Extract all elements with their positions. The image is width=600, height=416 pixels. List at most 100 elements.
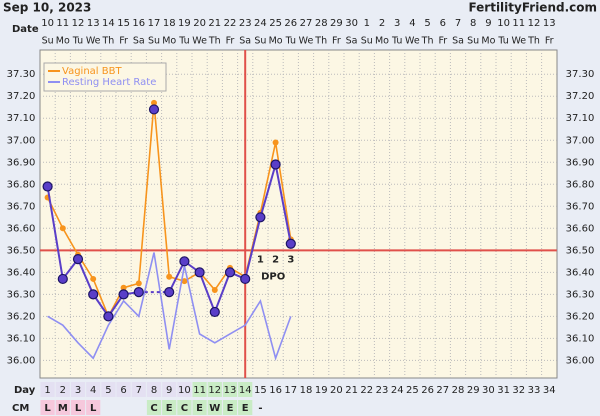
- y-tick-label-right: 37.10: [566, 113, 595, 124]
- day-label: 7: [136, 385, 142, 396]
- plot-area: [39, 49, 558, 379]
- data-point: [164, 287, 175, 298]
- y-tick-label: 36.60: [7, 223, 36, 234]
- day-cell: [207, 382, 222, 397]
- day-cell: [222, 382, 238, 397]
- data-point: [135, 280, 142, 287]
- day-cell: [177, 382, 192, 397]
- y-tick-label: 36.20: [7, 311, 36, 322]
- dpo-label: DPO: [261, 271, 285, 282]
- day-label: 22: [360, 385, 373, 396]
- cm-cell: [192, 400, 207, 415]
- day-label: 24: [391, 385, 404, 396]
- y-tick-label-right: 36.20: [566, 311, 595, 322]
- y-tick-label: 36.80: [7, 179, 36, 190]
- day-label: 11: [193, 385, 206, 396]
- day-label: 17: [284, 385, 297, 396]
- y-tick-label-right: 37.00: [566, 135, 595, 146]
- data-point: [209, 306, 220, 318]
- y-tick-label-right: 36.40: [566, 267, 595, 278]
- cm-cell: [177, 400, 192, 415]
- day-label: 10: [178, 385, 191, 396]
- date-label: 30: [345, 18, 358, 29]
- date-label: 23: [239, 18, 252, 29]
- data-point: [240, 273, 251, 285]
- day-label: 26: [421, 385, 434, 396]
- weekday-label: Th: [208, 36, 221, 47]
- day-label: 19: [315, 385, 328, 396]
- data-point: [42, 181, 53, 192]
- date-label: 2: [379, 18, 385, 29]
- cm-cell: [146, 400, 162, 415]
- day-label: 2: [60, 385, 66, 396]
- day-label: 31: [497, 385, 510, 396]
- cm-label-cell: W: [209, 403, 220, 414]
- y-tick-label-right: 36.30: [566, 289, 595, 300]
- chart-date: Sep 10, 2023: [3, 1, 91, 15]
- day-cell: [101, 382, 116, 397]
- weekday-label: Th: [101, 36, 114, 47]
- y-tick-label: 36.90: [7, 157, 36, 168]
- cm-cell: [238, 400, 253, 415]
- site-name: FertilityFriend.com: [468, 1, 597, 15]
- date-label: 27: [300, 18, 313, 29]
- date-label: 14: [102, 18, 115, 29]
- date-label: 22: [224, 18, 237, 29]
- date-label: 5: [424, 18, 430, 29]
- date-label: 20: [193, 18, 206, 29]
- date-label: 24: [254, 18, 267, 29]
- cm-cell: [207, 400, 222, 415]
- day-label: 28: [452, 385, 465, 396]
- y-tick-label-right: 36.80: [566, 179, 595, 190]
- day-cell: [55, 382, 70, 397]
- weekday-label: Mo: [375, 36, 389, 47]
- data-point: [103, 311, 114, 322]
- date-label: 10: [41, 18, 54, 29]
- weekday-label: Mo: [162, 36, 176, 47]
- weekday-label: Fr: [119, 36, 128, 47]
- weekday-label: Mo: [56, 36, 70, 47]
- weekday-label: Mo: [481, 36, 495, 47]
- weekday-label: Tu: [391, 36, 402, 47]
- dpo-number: 3: [287, 254, 294, 265]
- date-label: 8: [470, 18, 476, 29]
- date-label: 9: [485, 18, 491, 29]
- legend-box: [43, 62, 167, 92]
- weekday-label: Mo: [269, 36, 283, 47]
- y-tick-label: 37.30: [7, 69, 36, 80]
- day-cell: [70, 382, 86, 397]
- day-label: 23: [376, 385, 389, 396]
- data-point: [151, 99, 157, 106]
- date-label: 12: [72, 18, 85, 29]
- weekday-label: Th: [527, 36, 540, 47]
- cm-label-cell: E: [242, 403, 249, 414]
- x-label: Day: [14, 385, 36, 396]
- day-cell: [192, 382, 207, 397]
- dpo-number: 2: [272, 254, 279, 265]
- date-label: 25: [269, 18, 282, 29]
- date-label: 28: [315, 18, 328, 29]
- weekday-label: Sa: [346, 36, 358, 47]
- day-label: 16: [269, 385, 282, 396]
- day-label: 12: [208, 385, 221, 396]
- y-tick-label: 37.00: [7, 135, 36, 146]
- y-tick-label: 36.50: [7, 245, 36, 256]
- day-label: 21: [345, 385, 358, 396]
- cm-label-cell: L: [90, 403, 97, 414]
- weekday-label: Fr: [226, 36, 235, 47]
- weekday-label: We: [405, 36, 420, 47]
- date-label: 13: [543, 18, 556, 29]
- cm-label-cell: E: [196, 403, 203, 414]
- cm-label-cell: C: [181, 403, 188, 414]
- data-point: [255, 212, 266, 223]
- cm-cell: [55, 400, 70, 415]
- cm-label-cell: E: [166, 403, 173, 414]
- day-cell: [146, 382, 162, 397]
- weekday-label: Tu: [285, 36, 296, 47]
- data-point: [57, 273, 68, 285]
- day-label: 4: [90, 385, 96, 396]
- weekday-label: Sa: [239, 36, 251, 47]
- weekday-label: Tu: [72, 36, 83, 47]
